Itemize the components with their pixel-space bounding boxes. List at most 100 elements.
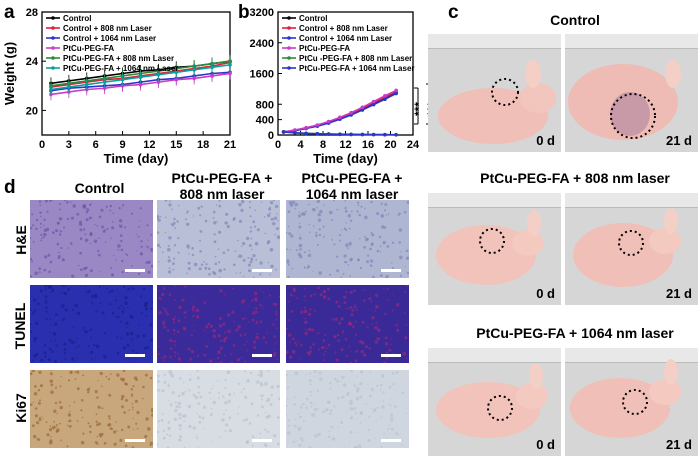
photo-control-day21: 21 d [565, 34, 698, 152]
x-tick-label: 3 [66, 139, 72, 151]
photo-808-day21: 21 d [565, 193, 698, 305]
x-axis-label: Time (day) [313, 151, 378, 166]
data-point [326, 119, 331, 124]
panel-label-a: a [4, 2, 15, 23]
data-point [192, 76, 196, 81]
histology-tile [157, 370, 280, 448]
y-tick-label: 400 [256, 115, 274, 127]
scale-bar [125, 439, 145, 442]
x-tick-label: 0 [39, 139, 45, 151]
data-point [304, 125, 308, 130]
data-point [315, 132, 320, 136]
x-tick-label: 15 [170, 139, 182, 151]
legend-label: PtCu -PEG-FA + 808 nm Laser [299, 54, 412, 63]
mouse-photos-panel: Control PtCu-PEG-FA + 808 nm laser PtCu-… [420, 0, 700, 459]
x-tick-label: 24 [407, 139, 420, 151]
data-point [394, 132, 398, 137]
day-label: 21 d [665, 437, 692, 452]
data-point [383, 97, 387, 102]
col-title-control: Control [74, 180, 125, 196]
series-line [283, 90, 397, 133]
data-point [383, 132, 387, 137]
legend-marker [287, 56, 291, 60]
significance-label: *** [412, 102, 426, 116]
legend-marker [287, 66, 291, 70]
group-title-808: PtCu-PEG-FA + 808 nm laser [480, 170, 670, 186]
histology-tile [30, 200, 153, 278]
panel-label-c: c [448, 2, 459, 23]
scale-bar [252, 354, 272, 357]
legend-label: Control + 1064 nm Laser [63, 34, 156, 43]
row-label-he: H&E [13, 225, 29, 255]
data-point [49, 87, 53, 92]
data-point [326, 132, 331, 136]
x-tick-label: 12 [339, 139, 351, 151]
day-label: 0 d [536, 286, 555, 301]
day-label: 21 d [665, 133, 692, 148]
histology-tile [30, 370, 153, 448]
legend-label: PtCu-PEG-FA + 1064 nm Laser [63, 64, 179, 73]
scale-bar [381, 269, 401, 272]
data-point [228, 63, 232, 67]
y-tick-label: 0 [268, 130, 274, 142]
legend-label: Control + 1064 nm Laser [299, 34, 392, 43]
panel-label-d: d [4, 177, 16, 198]
x-axis-label: Time (day) [104, 151, 169, 166]
scale-bar [125, 354, 145, 357]
day-label: 0 d [536, 437, 555, 452]
data-point [338, 132, 342, 137]
x-tick-label: 18 [197, 139, 209, 151]
data-point [349, 110, 353, 115]
data-point [192, 68, 196, 72]
scale-bar [252, 439, 272, 442]
data-point [394, 91, 398, 96]
legend-label: Control [299, 14, 327, 23]
legend-marker [287, 16, 291, 20]
row-label-tunel: TUNEL [12, 302, 28, 350]
data-point [371, 102, 376, 107]
data-point [371, 132, 376, 137]
data-point [338, 115, 342, 120]
legend-marker [51, 66, 55, 70]
data-point [228, 71, 232, 76]
group-title-1064: PtCu-PEG-FA + 1064 nm laser [476, 325, 674, 341]
data-point [281, 130, 286, 134]
y-tick-label: 28 [26, 7, 38, 19]
legend-label: Control + 808 nm Laser [299, 24, 388, 33]
photo-control-day0: 0 d [428, 34, 561, 152]
legend-label: Control + 808 nm Laser [63, 24, 152, 33]
histology-tile [286, 285, 409, 363]
series-line [283, 89, 397, 133]
panel-label-b: b [238, 2, 250, 23]
data-point [293, 128, 297, 132]
scale-bar [381, 439, 401, 442]
day-label: 0 d [536, 133, 555, 148]
legend-label: Control [63, 14, 91, 23]
weight-chart: 0 3 6 9 12 15 18 21 20 24 28 Time (day) Weight (g) Co… [2, 7, 236, 166]
data-point [304, 131, 308, 136]
data-point [138, 82, 143, 87]
data-point [67, 85, 71, 89]
x-tick-label: 12 [143, 139, 155, 151]
legend-marker [287, 36, 291, 40]
data-point [210, 74, 214, 78]
data-point [156, 72, 161, 77]
legend-label: PtCu-PEG-FA [299, 44, 350, 53]
x-tick-label: 9 [120, 139, 126, 151]
photo-1064-day0: 0 d [428, 348, 561, 456]
histology-tile [286, 370, 409, 448]
histology-tile [30, 285, 153, 363]
x-tick-label: 6 [93, 139, 99, 151]
data-point [120, 77, 125, 82]
data-point [84, 82, 89, 87]
data-point [360, 108, 365, 112]
data-point [383, 93, 387, 98]
data-point [120, 84, 125, 88]
data-point [293, 131, 297, 135]
scale-bar [381, 354, 401, 357]
histology-tile [157, 200, 280, 278]
legend-marker [51, 46, 55, 50]
data-point [174, 77, 179, 82]
col-title-1064: PtCu-PEG-FA + 1064 nm laser [301, 170, 403, 203]
y-tick-label: 24 [26, 56, 39, 68]
